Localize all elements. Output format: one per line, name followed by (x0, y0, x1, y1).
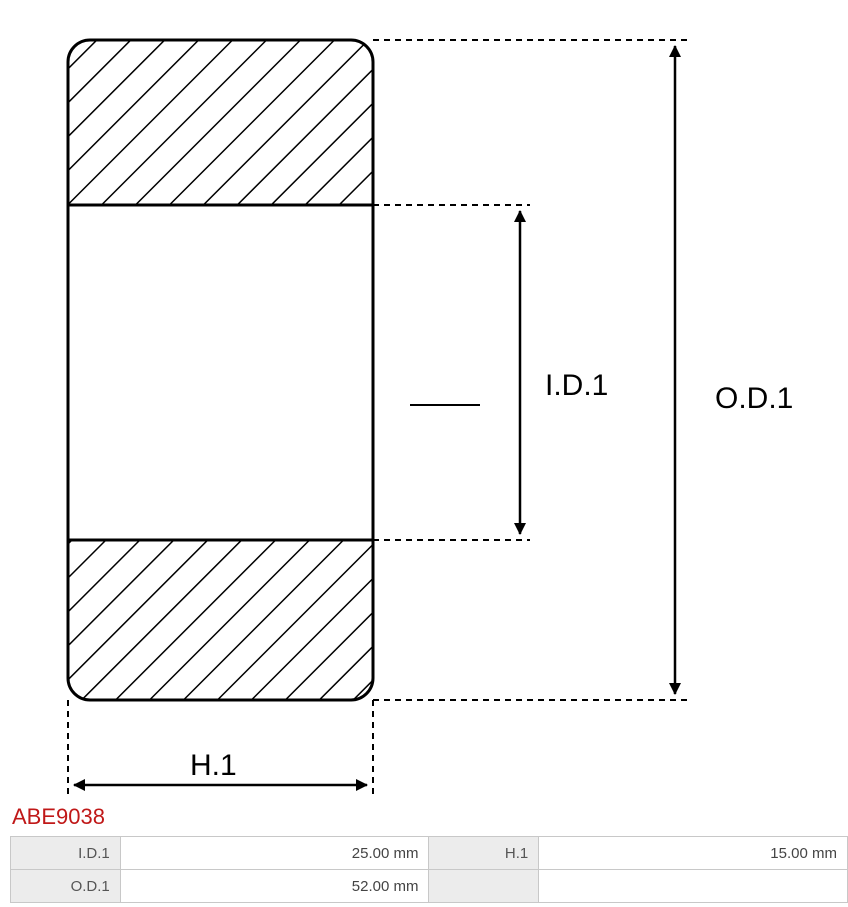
technical-diagram: O.D.1 I.D.1 H.1 (0, 0, 848, 800)
table-row: I.D.1 25.00 mm H.1 15.00 mm (11, 837, 848, 870)
part-code: ABE9038 (0, 800, 848, 836)
spec-label: H.1 (429, 837, 539, 870)
table-row: O.D.1 52.00 mm (11, 870, 848, 903)
spec-label: I.D.1 (11, 837, 121, 870)
spec-label: O.D.1 (11, 870, 121, 903)
spec-table: I.D.1 25.00 mm H.1 15.00 mm O.D.1 52.00 … (10, 836, 848, 903)
id1-label: I.D.1 (545, 369, 608, 402)
spec-label (429, 870, 539, 903)
spec-value: 25.00 mm (120, 837, 429, 870)
od1-label: O.D.1 (715, 382, 793, 415)
spec-value: 52.00 mm (120, 870, 429, 903)
diagram-svg: O.D.1 I.D.1 H.1 (0, 0, 848, 800)
spec-value (539, 870, 848, 903)
h1-label: H.1 (190, 749, 237, 782)
spec-value: 15.00 mm (539, 837, 848, 870)
